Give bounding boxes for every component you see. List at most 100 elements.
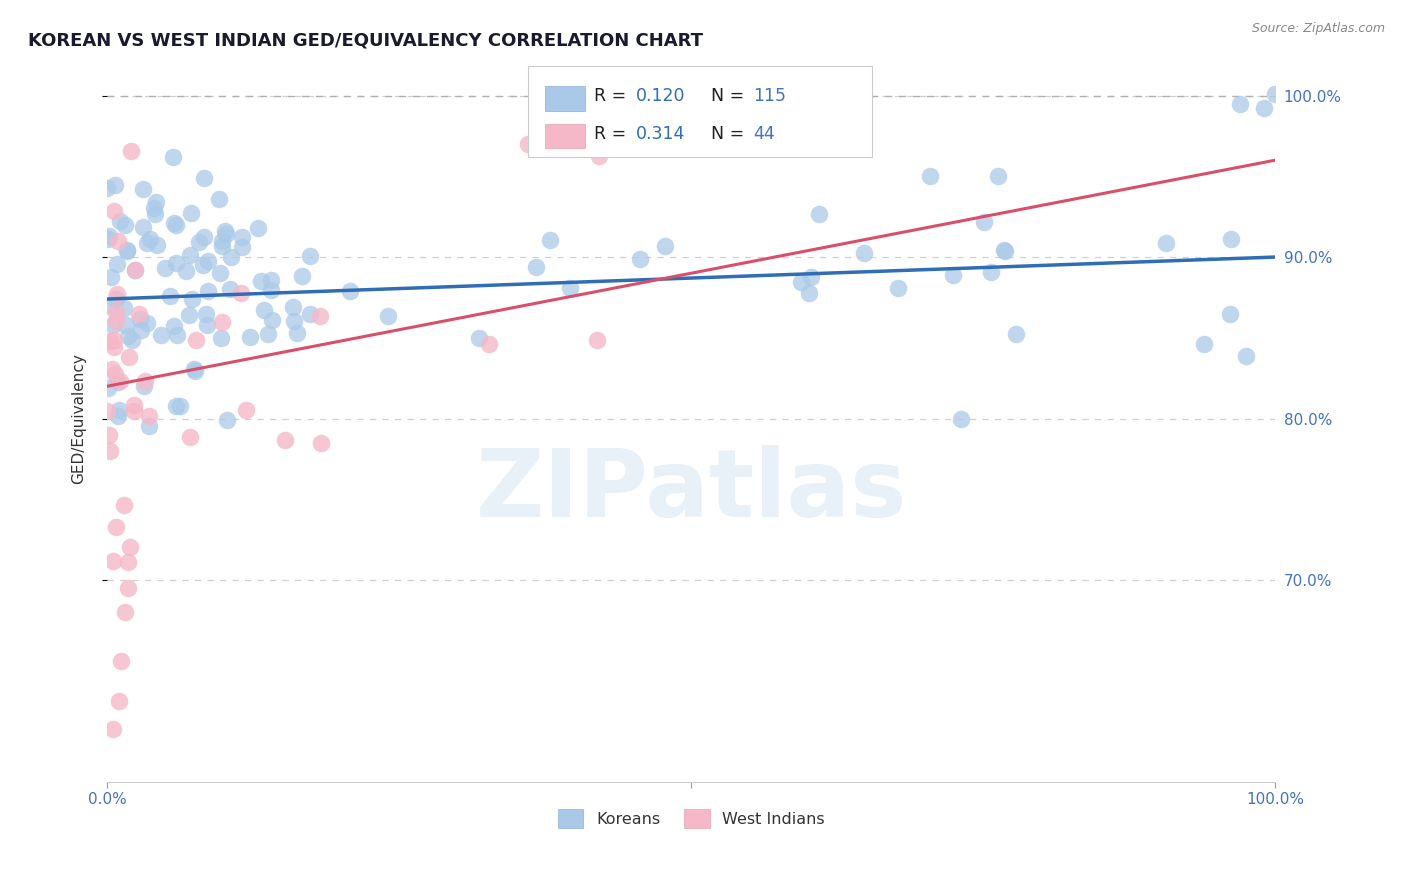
Point	[98, 228, 121, 243]
Point	[193, 230, 215, 244]
Point	[101, 318, 124, 333]
Point	[100, 269, 122, 284]
Point	[103, 203, 125, 218]
Point	[197, 284, 219, 298]
Point	[105, 257, 128, 271]
Point	[98, 334, 121, 349]
Point	[124, 263, 146, 277]
Point	[163, 216, 186, 230]
Point	[239, 330, 262, 344]
Text: N =: N =	[711, 87, 749, 105]
Point	[120, 144, 142, 158]
Point	[283, 314, 305, 328]
Point	[165, 219, 187, 233]
Point	[1156, 235, 1178, 250]
Point	[538, 233, 561, 247]
Point	[97, 232, 120, 246]
Point	[517, 137, 540, 152]
Point	[1264, 87, 1286, 101]
Point	[260, 273, 283, 287]
Point	[117, 555, 139, 569]
Point	[231, 240, 253, 254]
Point	[174, 264, 197, 278]
Point	[107, 235, 129, 249]
Point	[887, 281, 910, 295]
Point	[181, 292, 204, 306]
Point	[219, 250, 242, 264]
Text: R =: R =	[595, 87, 633, 105]
Point	[98, 428, 121, 442]
Point	[980, 265, 1002, 279]
Point	[250, 274, 273, 288]
Point	[107, 375, 129, 389]
Point	[166, 328, 188, 343]
Point	[309, 310, 332, 324]
Text: Source: ZipAtlas.com: Source: ZipAtlas.com	[1251, 22, 1385, 36]
Point	[115, 243, 138, 257]
Point	[131, 182, 153, 196]
Point	[208, 192, 231, 206]
Point	[285, 326, 308, 341]
Point	[628, 252, 651, 266]
Point	[124, 398, 146, 412]
Point	[211, 238, 233, 252]
Point	[184, 364, 207, 378]
Point	[118, 351, 141, 365]
Point	[162, 150, 184, 164]
Point	[150, 327, 173, 342]
Point	[215, 227, 238, 242]
Point	[159, 289, 181, 303]
Point	[949, 412, 972, 426]
Point	[993, 243, 1015, 257]
Point	[124, 263, 146, 277]
Point	[112, 301, 135, 315]
Point	[103, 334, 125, 348]
Point	[169, 400, 191, 414]
Point	[118, 541, 141, 555]
Point	[478, 336, 501, 351]
Point	[193, 171, 215, 186]
Point	[146, 237, 169, 252]
Point	[920, 169, 942, 184]
Point	[299, 307, 322, 321]
Y-axis label: GED/Equivalency: GED/Equivalency	[72, 353, 86, 484]
Point	[987, 169, 1010, 184]
Point	[128, 307, 150, 321]
Point	[214, 224, 236, 238]
Text: 44: 44	[754, 125, 775, 143]
Point	[104, 178, 127, 192]
Point	[211, 315, 233, 329]
Point	[104, 520, 127, 534]
Point	[235, 402, 257, 417]
Point	[262, 313, 284, 327]
Point	[194, 307, 217, 321]
Legend: Koreans, West Indians: Koreans, West Indians	[550, 801, 832, 836]
Point	[377, 310, 399, 324]
Point	[211, 235, 233, 249]
Text: 0.314: 0.314	[637, 125, 686, 143]
Point	[107, 694, 129, 708]
Point	[193, 258, 215, 272]
Point	[128, 312, 150, 326]
Text: 0.120: 0.120	[637, 87, 686, 105]
Point	[104, 367, 127, 381]
Point	[195, 318, 218, 332]
Point	[1234, 349, 1257, 363]
Point	[180, 205, 202, 219]
Point	[163, 319, 186, 334]
Point	[807, 207, 830, 221]
Point	[1005, 326, 1028, 341]
Point	[97, 381, 120, 395]
Point	[112, 498, 135, 512]
Text: N =: N =	[711, 125, 749, 143]
Point	[247, 221, 270, 235]
Point	[524, 260, 547, 274]
Point	[586, 333, 609, 347]
FancyBboxPatch shape	[546, 86, 585, 111]
Point	[1229, 96, 1251, 111]
Point	[209, 331, 232, 345]
Point	[183, 362, 205, 376]
Point	[134, 374, 156, 388]
Point	[142, 201, 165, 215]
Point	[114, 318, 136, 332]
